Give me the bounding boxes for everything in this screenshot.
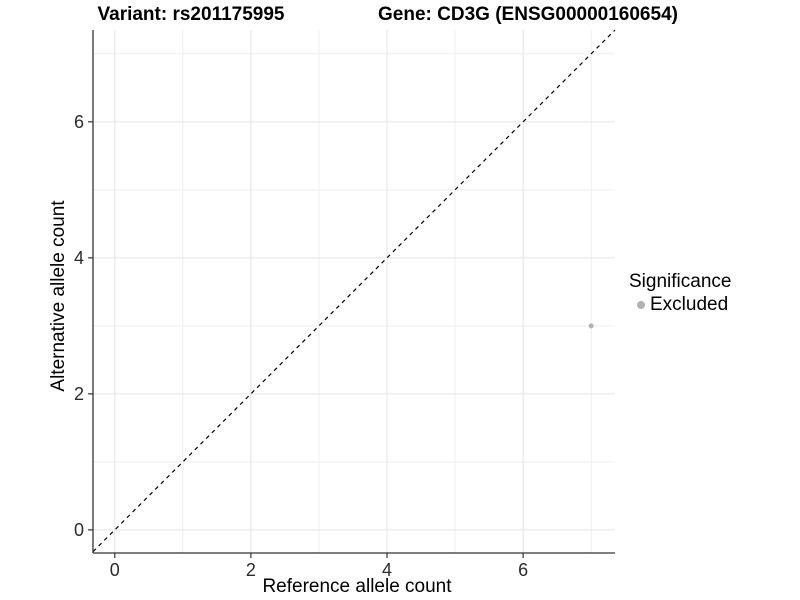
variant-title: Variant: rs201175995 (97, 4, 285, 25)
legend-item-excluded: Excluded (629, 294, 731, 316)
y-axis-title: Alternative allele count (48, 200, 69, 392)
x-tick-label: 4 (382, 560, 392, 580)
excluded-point-icon (637, 301, 645, 309)
legend: Significance Excluded (629, 271, 731, 316)
x-tick-label: 2 (246, 560, 256, 580)
gene-title: Gene: CD3G (ENSG00000160654) (378, 4, 678, 25)
y-tick-label: 4 (74, 248, 84, 268)
data-point (588, 323, 594, 329)
y-tick-label: 0 (74, 520, 84, 540)
y-tick-label: 6 (74, 112, 84, 132)
legend-title: Significance (629, 271, 732, 292)
x-tick-label: 0 (110, 560, 120, 580)
x-tick-label: 6 (518, 560, 528, 580)
x-axis-title: Reference allele count (262, 576, 452, 597)
identity-dashed-line (92, 29, 616, 553)
y-tick-label: 2 (74, 384, 84, 404)
legend-item-label: Excluded (650, 294, 729, 315)
